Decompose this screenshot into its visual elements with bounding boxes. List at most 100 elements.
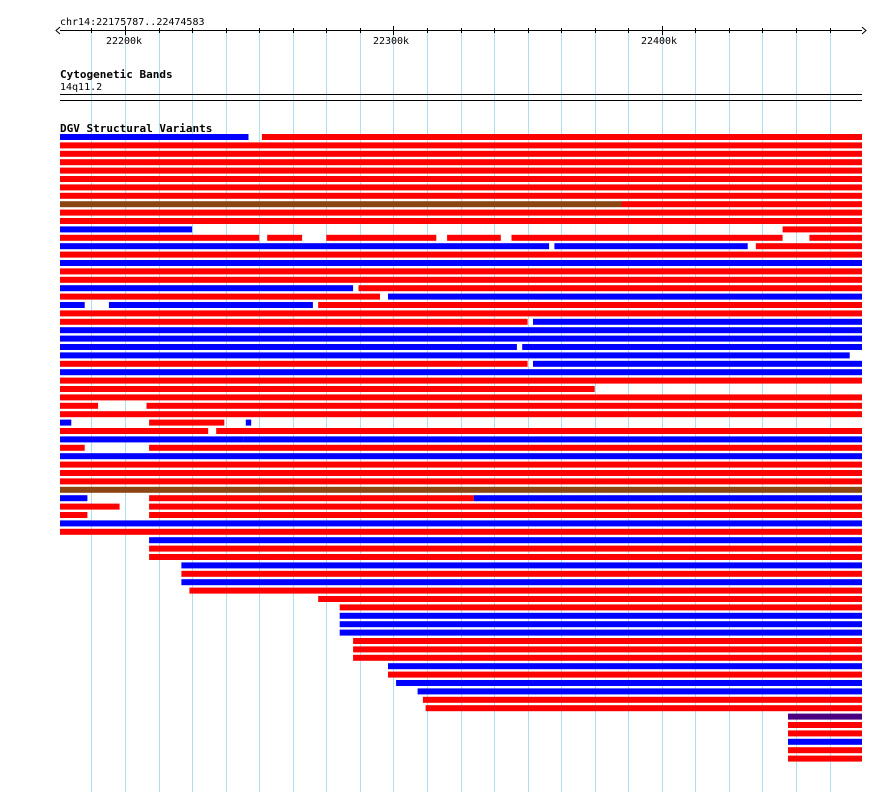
- variant-feature-gain[interactable]: [60, 344, 517, 350]
- variant-feature-loss[interactable]: [358, 285, 863, 292]
- variant-feature-loss[interactable]: [60, 192, 862, 199]
- variant-feature-gain[interactable]: [60, 436, 244, 443]
- variant-feature-loss[interactable]: [60, 218, 862, 224]
- variant-feature-gain[interactable]: [181, 579, 862, 586]
- variant-feature-loss[interactable]: [60, 268, 862, 275]
- variant-feature-loss[interactable]: [60, 360, 528, 367]
- variant-feature-other[interactable]: [788, 713, 862, 720]
- variant-feature-gain[interactable]: [339, 621, 862, 628]
- variant-feature-loss[interactable]: [60, 377, 862, 384]
- variant-feature-loss[interactable]: [60, 470, 862, 476]
- variant-feature-gain[interactable]: [522, 344, 862, 350]
- variant-feature-gain[interactable]: [554, 243, 748, 250]
- variant-feature-loss[interactable]: [267, 234, 303, 241]
- variant-feature-loss[interactable]: [788, 755, 862, 762]
- variant-feature-loss[interactable]: [326, 234, 437, 241]
- variant-feature-loss[interactable]: [181, 570, 862, 577]
- variant-feature-loss[interactable]: [149, 444, 863, 451]
- variant-feature-gain[interactable]: [388, 293, 862, 300]
- variant-feature-gain[interactable]: [388, 663, 862, 670]
- variant-feature-loss[interactable]: [149, 419, 225, 426]
- variant-feature-gain[interactable]: [243, 436, 863, 443]
- variant-feature-loss[interactable]: [60, 503, 120, 510]
- variant-feature-inversion[interactable]: [60, 201, 622, 208]
- variant-feature-loss[interactable]: [149, 503, 863, 510]
- variant-feature-gain[interactable]: [60, 335, 862, 342]
- variant-feature-loss[interactable]: [149, 495, 474, 502]
- variant-feature-gain[interactable]: [788, 738, 862, 745]
- variant-feature-loss[interactable]: [755, 243, 862, 250]
- variant-feature-loss[interactable]: [60, 512, 88, 518]
- variant-feature-loss[interactable]: [353, 654, 862, 661]
- variant-feature-gain[interactable]: [60, 453, 862, 460]
- variant-feature-gain[interactable]: [60, 243, 550, 250]
- variant-feature-gain[interactable]: [396, 680, 862, 686]
- variant-feature-loss[interactable]: [149, 512, 863, 518]
- variant-feature-loss[interactable]: [353, 646, 862, 653]
- variant-feature-gain[interactable]: [245, 419, 252, 426]
- variant-feature-gain[interactable]: [533, 318, 862, 325]
- variant-feature-loss[interactable]: [425, 705, 862, 712]
- variant-feature-loss[interactable]: [788, 730, 862, 737]
- variant-feature-loss[interactable]: [60, 251, 862, 258]
- variant-feature-gain[interactable]: [181, 562, 862, 569]
- variant-feature-loss[interactable]: [809, 234, 862, 241]
- variant-feature-loss[interactable]: [149, 545, 863, 552]
- variant-feature-gain[interactable]: [339, 629, 862, 636]
- variant-feature-loss[interactable]: [60, 159, 862, 166]
- variant-feature-loss[interactable]: [60, 411, 862, 418]
- variant-feature-loss[interactable]: [60, 444, 85, 451]
- variant-feature-loss[interactable]: [189, 587, 862, 594]
- variant-feature-gain[interactable]: [417, 688, 862, 695]
- variant-feature-gain[interactable]: [60, 226, 193, 233]
- variant-feature-loss[interactable]: [388, 671, 862, 678]
- variant-feature-loss[interactable]: [788, 722, 862, 728]
- variant-feature-loss[interactable]: [60, 142, 862, 149]
- variant-feature-loss[interactable]: [60, 461, 862, 468]
- variant-feature-gain[interactable]: [60, 260, 862, 266]
- variant-feature-gain[interactable]: [60, 495, 88, 502]
- variant-feature-loss[interactable]: [339, 604, 862, 611]
- variant-feature-loss[interactable]: [621, 201, 863, 208]
- variant-feature-loss[interactable]: [318, 596, 862, 602]
- variant-feature-gain[interactable]: [60, 285, 354, 292]
- variant-feature-loss[interactable]: [60, 167, 862, 174]
- variant-feature-gain[interactable]: [60, 134, 249, 140]
- variant-feature-gain[interactable]: [60, 520, 862, 527]
- variant-feature-loss[interactable]: [60, 293, 380, 300]
- variant-feature-loss[interactable]: [353, 638, 862, 644]
- variant-feature-loss[interactable]: [60, 276, 862, 283]
- variant-feature-loss[interactable]: [146, 402, 863, 409]
- variant-feature-gain[interactable]: [149, 537, 863, 544]
- variant-feature-loss[interactable]: [60, 386, 595, 392]
- variant-feature-gain[interactable]: [60, 352, 850, 359]
- variant-feature-loss[interactable]: [60, 528, 862, 535]
- variant-feature-loss[interactable]: [60, 402, 99, 409]
- variant-feature-loss[interactable]: [318, 302, 862, 308]
- variant-feature-loss[interactable]: [149, 554, 863, 560]
- variant-feature-loss[interactable]: [60, 310, 862, 317]
- variant-feature-loss[interactable]: [511, 234, 783, 241]
- variant-feature-gain[interactable]: [60, 327, 862, 334]
- variant-feature-gain[interactable]: [473, 495, 862, 502]
- variant-feature-loss[interactable]: [60, 478, 862, 485]
- variant-feature-loss[interactable]: [60, 150, 862, 157]
- variant-feature-loss[interactable]: [60, 318, 528, 325]
- variant-feature-loss[interactable]: [60, 209, 862, 216]
- variant-feature-loss[interactable]: [782, 226, 862, 233]
- variant-feature-loss[interactable]: [216, 428, 862, 434]
- variant-feature-loss[interactable]: [60, 428, 209, 434]
- variant-feature-inversion[interactable]: [60, 486, 862, 493]
- cytoband-track-title[interactable]: Cytogenetic Bands: [60, 68, 173, 81]
- variant-feature-gain[interactable]: [60, 302, 85, 308]
- variant-feature-gain[interactable]: [60, 369, 862, 376]
- variant-feature-loss[interactable]: [60, 176, 862, 182]
- variant-feature-gain[interactable]: [339, 612, 862, 619]
- variant-feature-loss[interactable]: [60, 184, 862, 191]
- variant-feature-loss[interactable]: [261, 134, 862, 140]
- variant-feature-loss[interactable]: [422, 696, 862, 703]
- variant-feature-gain[interactable]: [60, 419, 72, 426]
- variant-feature-loss[interactable]: [60, 234, 260, 241]
- variant-feature-loss[interactable]: [788, 747, 862, 754]
- variant-feature-loss[interactable]: [447, 234, 501, 241]
